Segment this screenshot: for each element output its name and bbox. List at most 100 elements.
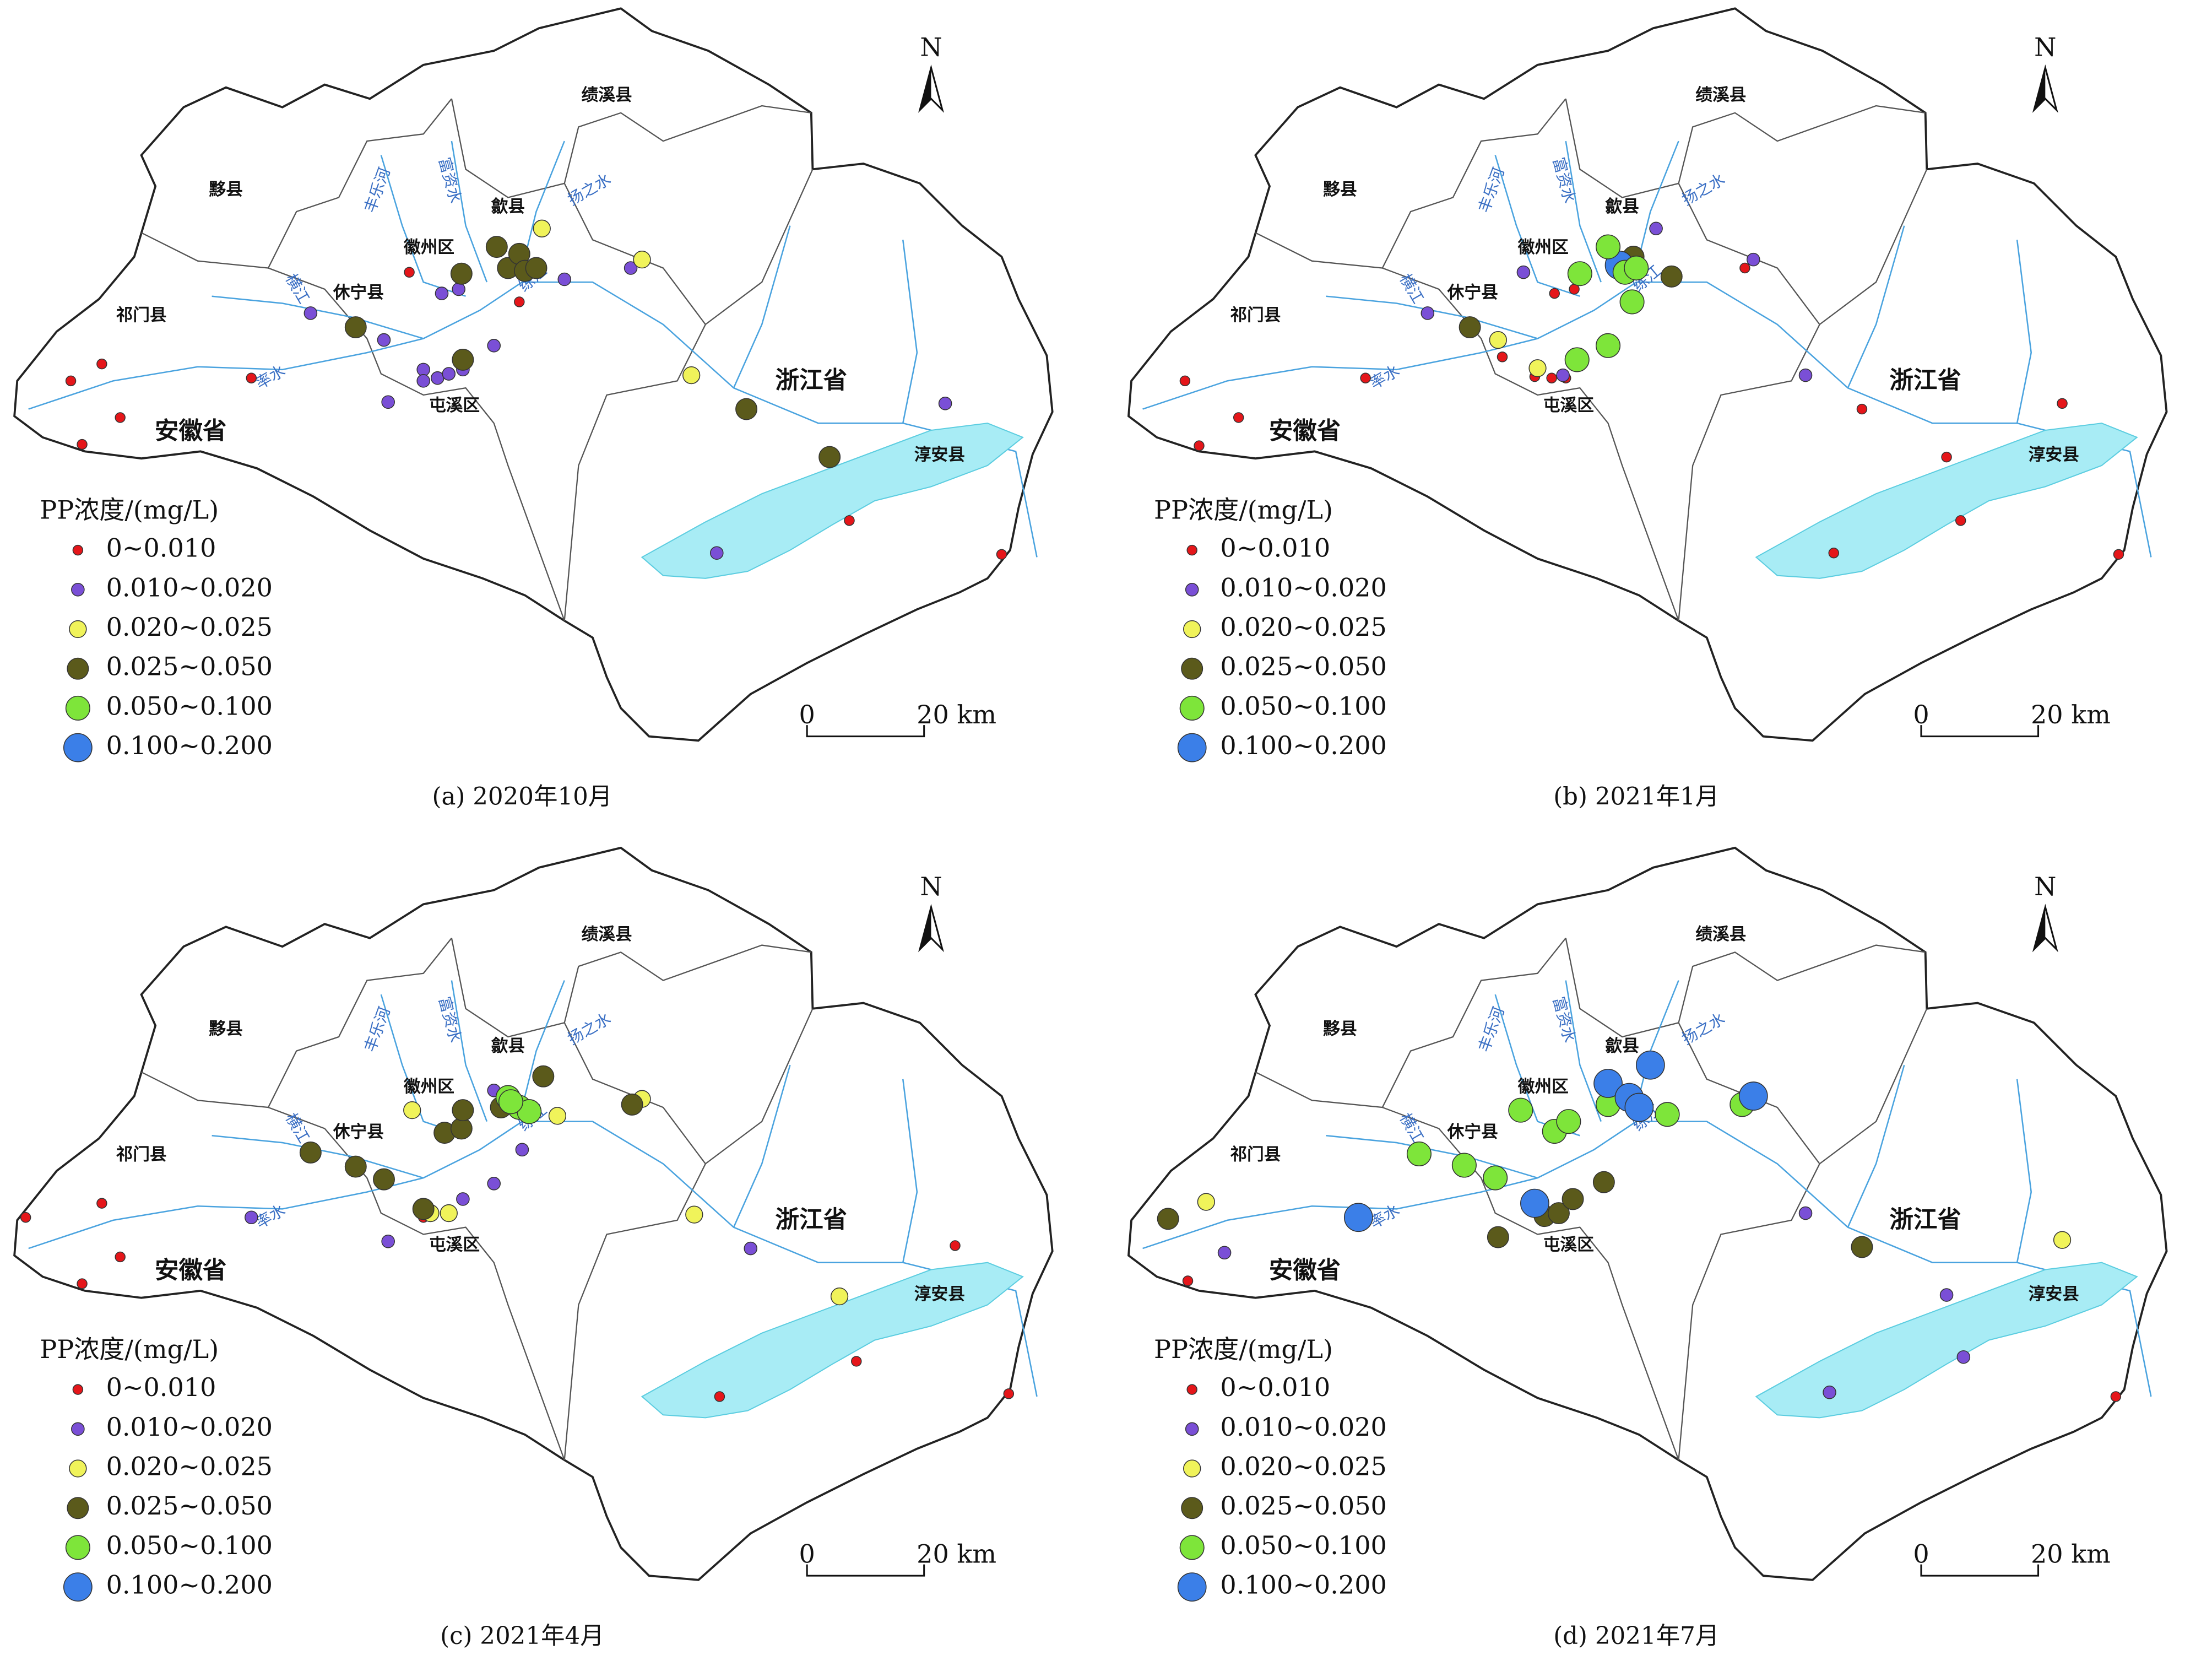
sample-site: [452, 282, 466, 296]
sample-site: [1823, 1385, 1836, 1399]
legend-title: PP浓度/(mg/L): [40, 1334, 219, 1364]
place-label: 淳安县: [914, 1284, 965, 1304]
sample-site: [303, 306, 318, 320]
legend-label: 0.020~0.025: [1220, 1452, 1386, 1481]
river: [28, 281, 1038, 558]
legend-symbol: [1179, 695, 1205, 721]
scale-label: 0: [799, 700, 815, 729]
sample-site: [1619, 289, 1645, 315]
scale-bar: [1920, 1564, 2040, 1577]
sample-site: [950, 1240, 961, 1251]
legend-title: PP浓度/(mg/L): [40, 495, 219, 524]
legend-symbol: [71, 1422, 85, 1436]
sample-site: [1343, 1203, 1373, 1232]
sample-site: [1489, 331, 1507, 349]
place-label: 淳安县: [2029, 445, 2079, 465]
sample-site: [1520, 1188, 1549, 1218]
legend-label: 0~0.010: [106, 533, 216, 563]
sample-site: [1851, 1236, 1873, 1258]
place-label: 徽州区: [1517, 1077, 1569, 1097]
place-label: 徽州区: [403, 237, 454, 257]
sample-site: [77, 439, 88, 450]
sample-site: [456, 1192, 470, 1206]
place-label: 休宁县: [1447, 283, 1498, 302]
county-border: [1382, 1106, 1679, 1461]
river: [1847, 1064, 1905, 1228]
legend-label: 0.100~0.200: [1220, 731, 1386, 760]
legend-label: 0.010~0.020: [1220, 572, 1386, 602]
sample-site: [452, 348, 474, 371]
scale-label: 20 km: [917, 700, 996, 729]
sample-site: [65, 375, 77, 387]
sample-site: [525, 257, 547, 279]
sample-site: [344, 316, 367, 339]
sample-site: [245, 1210, 258, 1225]
sample-site: [1406, 1141, 1432, 1167]
sample-site: [20, 1212, 31, 1223]
lake: [641, 1262, 1024, 1419]
sample-site: [624, 261, 638, 275]
legend-symbol: [65, 695, 90, 721]
panel-caption: (b) 2021年1月: [1553, 783, 1719, 810]
legend-label: 0.025~0.050: [1220, 1491, 1386, 1521]
sample-site: [452, 1099, 474, 1122]
legend-symbol: [1177, 1572, 1207, 1602]
place-label: 淳安县: [2029, 1284, 2079, 1304]
lake: [641, 423, 1024, 579]
place-label: 安徽省: [1269, 417, 1341, 445]
sample-site: [514, 296, 525, 307]
place-label: 休宁县: [333, 1122, 384, 1142]
sample-site: [844, 515, 855, 526]
sample-site: [548, 1107, 567, 1125]
legend-symbol: [1177, 733, 1207, 762]
legend-label: 0.025~0.050: [1220, 652, 1386, 681]
sample-site: [1516, 265, 1531, 279]
river: [1326, 1134, 1538, 1179]
place-label: 徽州区: [1517, 237, 1569, 257]
sample-site: [487, 1177, 501, 1191]
place-label: 徽州区: [403, 1077, 454, 1097]
legend-label: 0.050~0.100: [106, 1530, 273, 1560]
sample-site: [403, 1101, 421, 1119]
sample-site: [381, 395, 395, 409]
legend-symbol: [72, 1384, 84, 1395]
sample-site: [431, 371, 444, 385]
sample-site: [498, 1089, 523, 1115]
scale-label: 0: [1913, 700, 1929, 729]
sample-site: [1508, 1097, 1533, 1123]
place-label: 屯溪区: [429, 396, 480, 415]
legend-symbol: [1186, 544, 1197, 556]
sample-site: [515, 1143, 529, 1157]
place-label: 浙江省: [1889, 366, 1961, 394]
place-label: 浙江省: [1889, 1205, 1961, 1234]
legend-symbol: [71, 583, 85, 597]
sample-site: [96, 358, 107, 370]
sample-site: [1483, 1165, 1508, 1191]
panel-caption: (a) 2020年10月: [432, 783, 612, 810]
river: [733, 225, 791, 388]
map-panel: 绩溪县黟县歙县徽州区休宁县祁门县屯溪区安徽省浙江省淳安县率水横江丰乐河富资水练江…: [1127, 7, 2168, 810]
sample-site: [557, 272, 572, 286]
sample-site: [377, 333, 391, 347]
sample-site: [2053, 1231, 2072, 1249]
county-border: [1678, 1008, 1928, 1165]
legend-label: 0.020~0.025: [106, 612, 273, 642]
sample-site: [344, 1155, 367, 1178]
sample-site: [1217, 1246, 1232, 1260]
legend-label: 0.010~0.020: [1220, 1412, 1386, 1442]
sample-site: [2057, 398, 2068, 409]
north-label: N: [2034, 33, 2056, 62]
legend-label: 0.050~0.100: [1220, 1530, 1386, 1560]
county-border: [563, 169, 814, 326]
sample-site: [1547, 1202, 1570, 1225]
county-border: [563, 1008, 814, 1165]
legend-symbol: [1183, 620, 1201, 639]
sample-site: [1635, 1050, 1665, 1080]
place-label: 祁门县: [1230, 1145, 1281, 1165]
county-border: [451, 938, 812, 1038]
sample-site: [532, 1065, 555, 1088]
basin: [1127, 7, 2168, 742]
legend-symbol: [65, 1535, 90, 1560]
sample-site: [487, 339, 501, 353]
